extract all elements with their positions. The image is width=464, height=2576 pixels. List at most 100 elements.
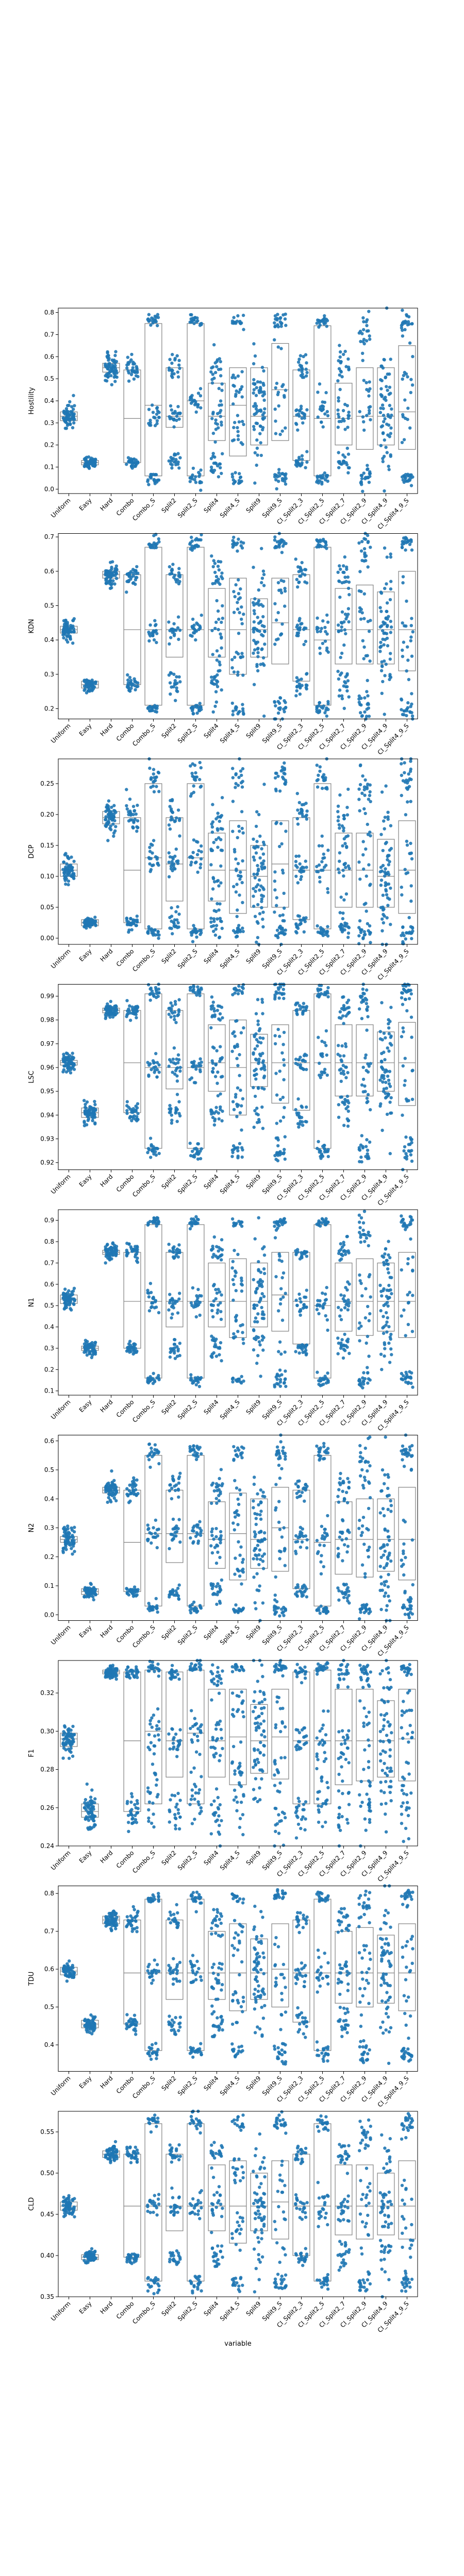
strip-point [284,928,287,932]
strip-point [70,1057,74,1061]
strip-point [234,1315,238,1319]
strip-point [379,406,383,410]
strip-point [323,711,327,715]
strip-point [167,1064,171,1068]
x-tick-label: Split4_S [219,947,241,970]
strip-point [385,601,389,605]
strip-point [381,908,385,912]
strip-point [360,715,364,718]
strip-point [231,709,235,713]
strip-point [281,383,285,386]
strip-point [236,784,240,787]
strip-point [379,669,384,673]
strip-point [134,812,138,816]
strip-point [151,1301,155,1305]
strip-point [255,463,258,467]
strip-point [242,541,245,545]
strip-point [136,1117,140,1122]
strip-point [173,1301,177,1305]
strip-point [385,609,388,613]
strip-point [339,655,342,659]
strip-point [170,671,173,675]
strip-point [359,1143,363,1147]
strip-point [236,1330,240,1333]
strip-point [86,1340,89,1344]
strip-point [212,1235,216,1239]
strip-point [342,564,345,568]
strip-point [339,895,343,899]
strip-point [386,1046,389,1050]
strip-point [346,834,350,838]
strip-point [363,1084,367,1088]
strip-point [177,912,181,916]
strip-point [406,871,410,875]
strip-point [400,762,403,766]
strip-point [191,1149,194,1153]
strip-point [401,323,404,326]
strip-point [214,682,218,686]
strip-point [219,1075,223,1079]
strip-point [234,583,238,587]
strip-point [108,582,112,586]
strip-point [275,1122,278,1125]
strip-point [171,1312,174,1316]
strip-point [323,412,327,416]
strip-point [273,888,277,892]
strip-point [367,1157,371,1160]
strip-point [383,827,386,831]
strip-point [278,1097,283,1101]
strip-point [378,411,383,414]
strip-point [133,919,137,923]
strip-point [214,1297,218,1301]
strip-point [236,1252,240,1256]
strip-point [66,640,70,644]
strip-point [346,936,350,939]
strip-point [256,616,259,619]
strip-point [273,1154,277,1158]
strip-point [175,414,179,418]
strip-point [199,857,203,861]
strip-point [276,1144,280,1148]
strip-point [326,925,329,928]
strip-point [382,406,385,411]
strip-point [388,1151,392,1156]
strip-point [171,369,174,372]
strip-point [197,1062,201,1065]
strip-point [380,624,384,628]
strip-point [284,782,287,786]
strip-point [211,820,215,824]
strip-point [194,704,198,707]
strip-point [300,875,303,878]
strip-point [258,856,262,860]
strip-point [240,1289,244,1293]
strip-point [234,1019,238,1023]
strip-point [382,912,385,917]
strip-point [255,628,259,632]
strip-point [173,410,177,413]
strip-point [259,884,263,888]
strip-point [150,316,154,320]
strip-point [296,822,300,826]
strip-point [316,924,319,928]
strip-point [236,862,240,866]
strip-point [104,1261,107,1265]
strip-point [253,382,257,386]
strip-point [301,1067,305,1071]
strip-point [357,1147,361,1151]
strip-point [278,696,282,700]
strip-point [188,1141,192,1145]
strip-point [214,927,218,931]
strip-point [235,869,238,872]
strip-point [147,313,151,316]
strip-point [157,771,161,775]
strip-point [172,672,176,676]
strip-point [171,352,174,357]
strip-point [294,860,298,863]
strip-point [214,1106,218,1109]
strip-point [129,813,132,817]
strip-point [406,406,410,410]
strip-point [255,1044,259,1048]
strip-point [346,1124,350,1128]
strip-point [295,685,299,689]
strip-point [172,1256,176,1260]
